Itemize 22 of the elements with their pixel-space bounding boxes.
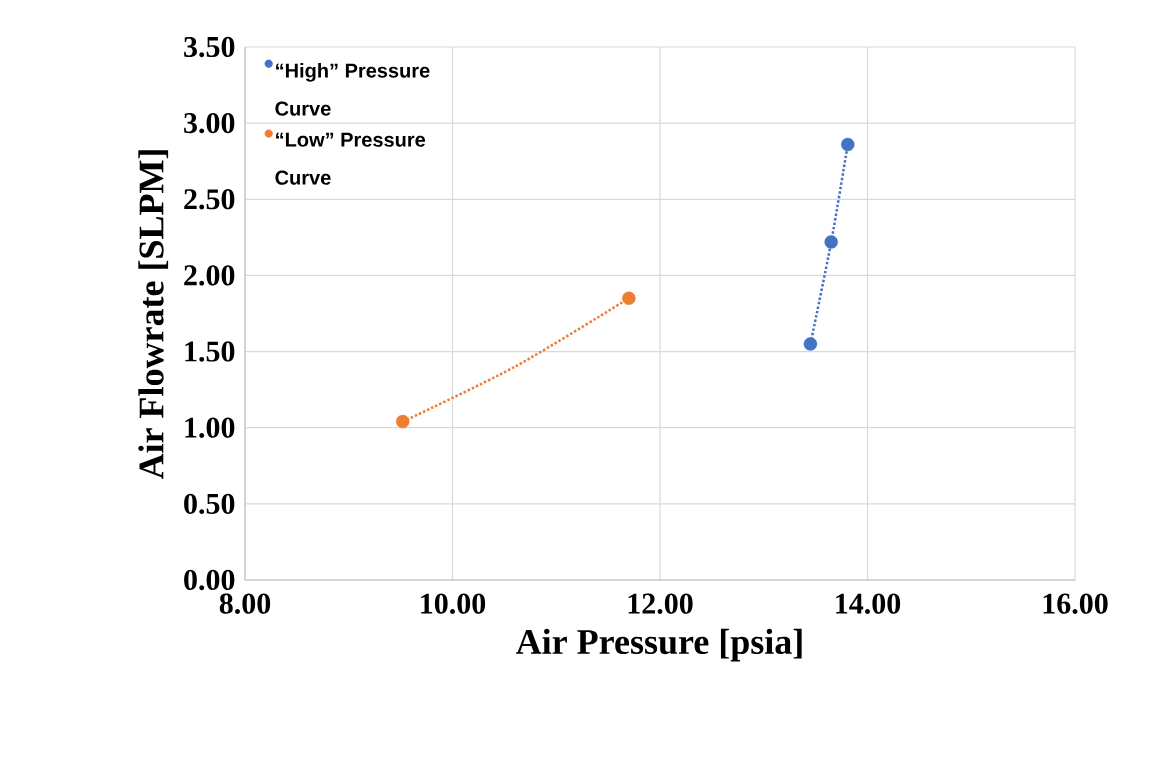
y-tick-label: 0.00	[184, 569, 235, 591]
legend-label: “Low” Pressure Curve	[275, 132, 426, 185]
y-tick-label: 2.50	[184, 189, 235, 210]
point	[841, 137, 855, 152]
y-tick-label: 1.00	[185, 417, 235, 438]
y-tick-label: 3.50	[184, 36, 235, 58]
y-tick-label: 0.50	[184, 493, 235, 515]
point	[622, 291, 636, 305]
x-tick-label: 10.00	[421, 593, 486, 614]
y-tick-label: 1.50	[185, 341, 235, 362]
point	[803, 337, 818, 351]
x-tick-label: 16.00	[1043, 593, 1108, 614]
x-tick-label: 14.00	[836, 593, 901, 614]
y-tick-label: 3.00	[184, 112, 235, 134]
y-tick-label: 2.00	[184, 265, 235, 286]
point	[824, 235, 838, 249]
x-axis-title: Air Pressure [psia]	[516, 628, 802, 662]
legend-label: “High” Pressure Curve	[275, 63, 430, 116]
y-axis-title: Air Flowrate [SLPM]	[138, 150, 169, 480]
point	[396, 414, 410, 429]
x-tick-label: 12.00	[628, 593, 693, 614]
x-tick-label: 8.00	[219, 593, 271, 614]
